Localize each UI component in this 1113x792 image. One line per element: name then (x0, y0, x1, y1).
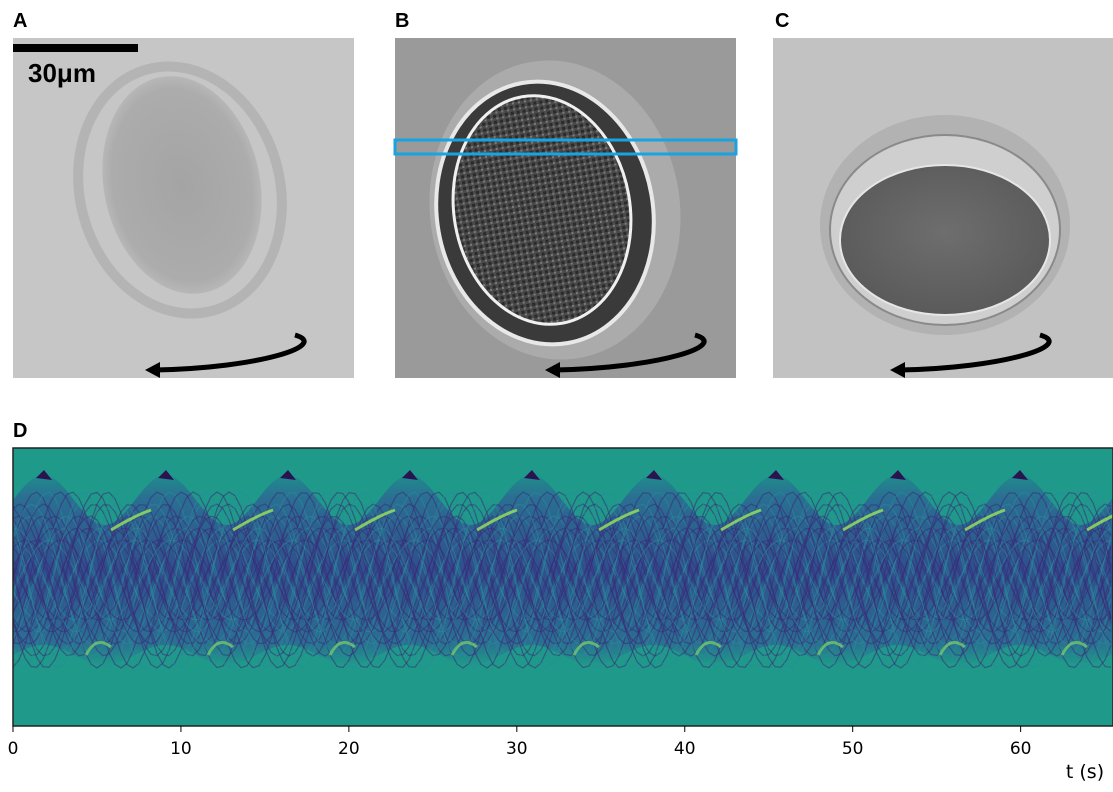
rotation-arrow (554, 332, 707, 373)
rotation-arrow (899, 332, 1052, 373)
rotation-arrow (154, 332, 307, 373)
kymograph-streak (13, 491, 1112, 669)
x-tick-label: 40 (674, 739, 696, 759)
kymograph-streak (13, 527, 1112, 633)
kymograph-tip (768, 470, 784, 480)
kymograph-streak (13, 515, 1112, 645)
kymograph-tip (36, 470, 52, 480)
kymograph-highlight (328, 641, 356, 656)
kymograph-tip (158, 470, 174, 480)
x-tick-label: 10 (170, 739, 192, 759)
oocyte (102, 76, 262, 294)
kymograph-streak (13, 527, 1112, 633)
kymograph-highlight (842, 508, 884, 532)
kymograph-highlight (964, 508, 1006, 532)
kymograph-streak (13, 539, 1112, 621)
kymograph-streak (13, 503, 1112, 657)
x-tick-label: 20 (338, 739, 360, 759)
kymograph-streak (13, 515, 1112, 645)
kymograph-streak (13, 491, 1112, 669)
x-axis-label: t (s) (1066, 761, 1104, 783)
panel-label: A (13, 10, 27, 32)
kymograph (13, 448, 1113, 726)
arrow-head (545, 362, 560, 378)
kymograph-streak (13, 515, 1112, 645)
kymograph-streak (13, 527, 1112, 633)
kymograph-streak (13, 527, 1112, 633)
kymograph-highlight (232, 508, 274, 532)
kymograph-tip (280, 470, 296, 480)
scale-bar (13, 44, 138, 52)
kymograph-tip (402, 470, 418, 480)
panel-label: C (775, 10, 789, 32)
kymograph-highlight (84, 641, 112, 656)
kymograph-highlight (720, 508, 762, 532)
kymograph-highlight (110, 508, 152, 532)
kymograph-streak (13, 503, 1112, 657)
kymograph-streak (13, 503, 1112, 657)
kymograph-roi (393, 138, 738, 156)
kymograph-tip (1012, 470, 1028, 480)
kymograph-streak (13, 515, 1112, 645)
kymograph-streak (13, 539, 1112, 621)
kymograph-highlight (694, 641, 722, 656)
kymograph-highlight (1086, 514, 1113, 532)
kymograph-streak (13, 515, 1112, 645)
kymograph-streak (13, 491, 1112, 669)
kymograph-streak (13, 539, 1112, 621)
x-tick-label: 60 (1010, 739, 1032, 759)
kymograph-tip (646, 470, 662, 480)
kymograph-tip (524, 470, 540, 480)
kymograph-highlight (450, 641, 478, 656)
x-tick-label: 30 (506, 739, 528, 759)
scale-bar-label: 30μm (28, 58, 96, 88)
kymograph-streak (13, 491, 1112, 669)
kymograph-streak (13, 539, 1112, 621)
panel-label: B (395, 10, 409, 32)
kymograph-highlight (354, 508, 396, 532)
panel-label: D (13, 420, 27, 442)
kymograph-highlight (938, 641, 966, 656)
kymograph-highlight (206, 641, 234, 656)
arrow-head (145, 362, 160, 378)
kymograph-highlight (598, 508, 640, 532)
kymograph-streak (13, 491, 1112, 669)
kymograph-streak (13, 503, 1112, 657)
kymograph-streak (13, 503, 1112, 657)
zona (73, 61, 287, 319)
oocyte (839, 164, 1051, 316)
kymograph-highlight (476, 508, 518, 532)
x-tick-label: 50 (842, 739, 864, 759)
kymograph-highlight (1060, 641, 1088, 656)
kymograph-highlight (816, 641, 844, 656)
kymograph-streak (13, 491, 1112, 669)
kymograph-tip (890, 470, 906, 480)
kymograph-highlight (572, 641, 600, 656)
arrow-head (890, 362, 905, 378)
kymograph-streak (13, 491, 1112, 669)
axes-frame (12, 447, 1113, 727)
kymograph-streak (13, 527, 1112, 633)
x-tick-label: 0 (8, 739, 19, 759)
kymograph-streak (13, 503, 1112, 657)
kymograph-streak (13, 503, 1112, 657)
